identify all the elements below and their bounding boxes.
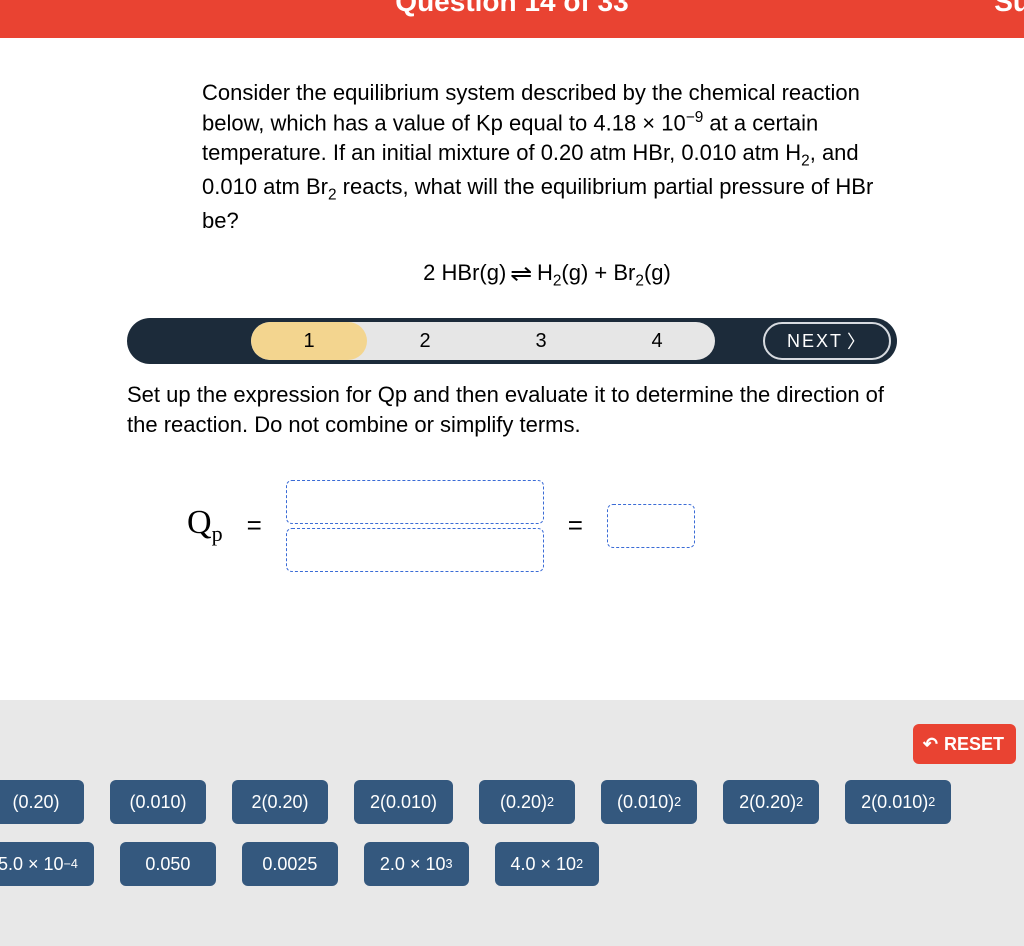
equals-sign-1: = bbox=[247, 510, 262, 541]
step-instruction: Set up the expression for Qp and then ev… bbox=[127, 380, 897, 439]
numerator-dropzone[interactable] bbox=[286, 480, 544, 524]
denominator-dropzone[interactable] bbox=[286, 528, 544, 572]
next-label: NEXT bbox=[787, 331, 843, 352]
content-area: Consider the equilibrium system describe… bbox=[0, 38, 1024, 572]
tile-row-1: (0.20) (0.010) 2(0.20) 2(0.010) (0.20)2 (0.01… bbox=[0, 780, 1024, 824]
header-bar: Question 14 of 33 Su bbox=[0, 0, 1024, 38]
question-counter: Question 14 of 33 bbox=[395, 0, 628, 18]
answer-tile[interactable]: 2(0.010) bbox=[354, 780, 453, 824]
tile-row-2: 5.0 × 10−4 0.050 0.0025 2.0 × 103 4.0 × 102 bbox=[0, 842, 1024, 886]
step-1[interactable]: 1 bbox=[251, 322, 367, 360]
answer-tile[interactable]: (0.010)2 bbox=[601, 780, 697, 824]
chevron-right-icon: 〉 bbox=[847, 328, 867, 354]
fraction-dropzone bbox=[286, 480, 544, 572]
step-2[interactable]: 2 bbox=[367, 322, 483, 360]
answer-tile[interactable]: 2(0.010)2 bbox=[845, 780, 951, 824]
tiles-container: (0.20) (0.010) 2(0.20) 2(0.010) (0.20)2 (0.01… bbox=[0, 780, 1024, 886]
answer-tile[interactable]: 5.0 × 10−4 bbox=[0, 842, 94, 886]
answer-tile[interactable]: 2(0.20) bbox=[232, 780, 328, 824]
result-dropzone[interactable] bbox=[607, 504, 695, 548]
step-3[interactable]: 3 bbox=[483, 322, 599, 360]
answer-tile[interactable]: 0.0025 bbox=[242, 842, 338, 886]
answer-tile[interactable]: (0.20)2 bbox=[479, 780, 575, 824]
question-block: Consider the equilibrium system describe… bbox=[132, 78, 892, 290]
equals-sign-2: = bbox=[568, 510, 583, 541]
reset-button[interactable]: ↶ RESET bbox=[913, 724, 1016, 764]
question-text: Consider the equilibrium system describe… bbox=[202, 78, 892, 236]
header-right-fragment: Su bbox=[994, 0, 1024, 18]
reset-label: RESET bbox=[944, 734, 1004, 755]
step-pill-bar: 1 2 3 4 NEXT 〉 bbox=[127, 318, 897, 364]
step-pill: 1 2 3 4 bbox=[251, 322, 715, 360]
answer-tile[interactable]: (0.010) bbox=[110, 780, 206, 824]
answer-tile[interactable]: 2.0 × 103 bbox=[364, 842, 469, 886]
answer-tile[interactable]: 2(0.20)2 bbox=[723, 780, 819, 824]
qp-expression-row: Qp = = bbox=[127, 480, 897, 572]
step-4[interactable]: 4 bbox=[599, 322, 715, 360]
chemical-equation: 2 HBr(g) ⇌ H2(g) + Br2(g) bbox=[202, 260, 892, 290]
undo-icon: ↶ bbox=[923, 734, 938, 755]
stepper-container: 1 2 3 4 NEXT 〉 bbox=[127, 318, 897, 364]
qp-symbol: Qp bbox=[187, 504, 223, 547]
answer-tile[interactable]: (0.20) bbox=[0, 780, 84, 824]
next-button[interactable]: NEXT 〉 bbox=[763, 322, 891, 360]
answer-tile-area: ↶ RESET (0.20)(0.010)2(0.20)2(0.010)(0.2… bbox=[0, 700, 1024, 946]
answer-tile[interactable]: 4.0 × 102 bbox=[495, 842, 600, 886]
answer-tile[interactable]: 0.050 bbox=[120, 842, 216, 886]
